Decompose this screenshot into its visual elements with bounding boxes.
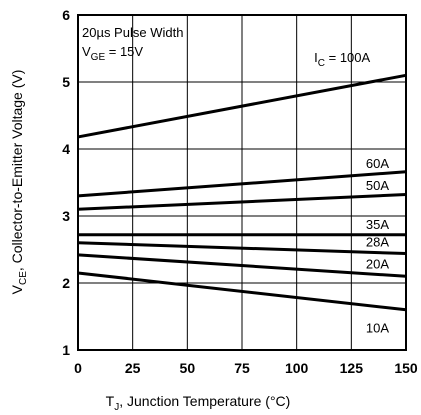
- series-label: 20A: [366, 256, 389, 271]
- x-axis-title-rest: , Junction Temperature (°C): [119, 393, 290, 409]
- x-tick-label: 25: [125, 360, 141, 376]
- y-axis-title-sub: CE: [18, 271, 29, 285]
- series-label: 28A: [366, 235, 389, 250]
- x-tick-label: 0: [74, 360, 82, 376]
- x-tick-label: 75: [234, 360, 250, 376]
- series-line: [77, 271, 407, 312]
- series-label-prefix-sub: C: [318, 58, 325, 69]
- series-lines: [77, 73, 407, 312]
- y-axis-title-rest: , Collector-to-Emitter Voltage (V): [9, 70, 25, 272]
- vge-note-rest: = 15V: [105, 44, 143, 59]
- y-tick-label: 2: [62, 275, 70, 291]
- vge-note: VGE = 15V: [82, 44, 143, 63]
- series-line: [77, 241, 407, 256]
- y-axis-title: VCE, Collector-to-Emitter Voltage (V): [9, 70, 29, 295]
- series-label-prefix: I: [314, 50, 318, 65]
- curve-labels: IC = 100A 60A 50A 35A 28A 20A 10A: [314, 50, 389, 336]
- series-label: 35A: [366, 217, 389, 232]
- y-tick-label: 5: [62, 74, 70, 90]
- series-label: IC = 100A: [314, 50, 370, 69]
- y-tick-label: 4: [62, 141, 70, 157]
- pulse-width-note: 20µs Pulse Width: [82, 25, 183, 40]
- vge-note-main: V: [82, 44, 91, 59]
- plot-frame: [77, 14, 407, 351]
- x-tick-label: 150: [394, 360, 418, 376]
- x-axis-title-main: T: [106, 393, 115, 409]
- series-line: [77, 253, 407, 278]
- x-tick-label: 100: [285, 360, 309, 376]
- series-line: [77, 73, 407, 139]
- y-tick-label: 1: [62, 342, 70, 358]
- y-tick-label: 3: [62, 208, 70, 224]
- vge-note-sub: GE: [91, 52, 106, 63]
- tick-labels: 0 25 50 75 100 125 150 1 2 3 4 5 6: [62, 7, 418, 376]
- x-axis-title: TJ, Junction Temperature (°C): [106, 393, 291, 413]
- series-label: 50A: [366, 178, 389, 193]
- y-axis-title-main: V: [9, 284, 25, 294]
- y-tick-label: 6: [62, 7, 70, 23]
- series-label-value: = 100A: [325, 50, 371, 65]
- x-tick-label: 125: [340, 360, 364, 376]
- series-label: 10A: [366, 321, 389, 336]
- x-axis-title-sub: J: [114, 402, 119, 413]
- series-label: 60A: [366, 156, 389, 171]
- series-line: [77, 193, 407, 211]
- series-line: [77, 170, 407, 198]
- x-tick-label: 50: [180, 360, 196, 376]
